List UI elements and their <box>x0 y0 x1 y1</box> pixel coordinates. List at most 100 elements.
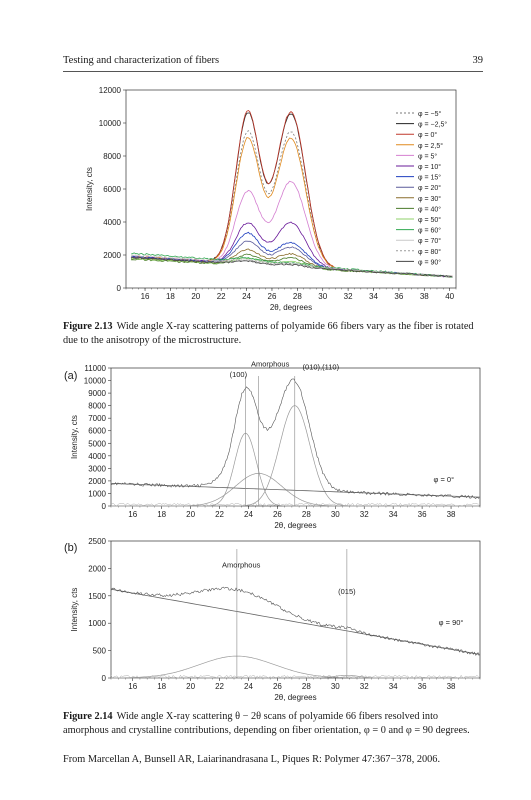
fig214b-y-tick-label: 2500 <box>88 537 106 546</box>
fig213-x-tick-label: 26 <box>268 292 277 301</box>
fig213-series-line <box>130 130 453 278</box>
fig214a-x-tick-label: 24 <box>244 510 253 519</box>
fig214a-annotation: (100) <box>230 370 248 379</box>
fig214a-baseline-line <box>110 483 481 498</box>
page-number: 39 <box>472 55 484 66</box>
fig213-legend-label: φ = 30° <box>418 195 441 203</box>
fig214a-x-tick-label: 18 <box>157 510 166 519</box>
fig214b-x-tick-label: 26 <box>273 682 282 691</box>
fig213-series-line <box>131 257 453 278</box>
fig214b-x-tick-label: 34 <box>389 682 398 691</box>
fig214a-y-tick-label: 11000 <box>84 364 106 373</box>
fig214b-panel-label: (b) <box>64 542 77 554</box>
fig214a-x-tick-label: 32 <box>360 510 369 519</box>
fig214a-x-tick-label: 28 <box>302 510 311 519</box>
fig214b-x-tick-label: 38 <box>447 682 456 691</box>
fig214a-x-tick-label: 38 <box>447 510 456 519</box>
figure-2-14-caption-label: Figure 2.14 <box>63 711 113 722</box>
fig214b-annotation: Amorphous <box>222 560 261 569</box>
fig214a-y-tick-label: 6000 <box>88 427 106 436</box>
fig213-legend-label: φ = 80° <box>418 248 441 256</box>
fig213-legend-label: φ = 10° <box>418 163 441 171</box>
fig214b-x-tick-label: 36 <box>418 682 427 691</box>
fig214a-annotation: Amorphous <box>251 360 290 369</box>
fig214b-annotation: φ = 90° <box>439 618 464 627</box>
fig213-legend-label: φ = 90° <box>418 258 441 266</box>
fig214a-measured-curve <box>110 378 480 500</box>
figure-2-13-caption-label: Figure 2.13 <box>63 321 113 332</box>
fig213-series-line <box>130 112 453 278</box>
fig213-y-tick-label: 6000 <box>103 185 121 194</box>
running-head: Testing and characterization of fibers 3… <box>63 55 483 66</box>
fig213-series-line <box>130 256 453 278</box>
fig214b-x-tick-label: 18 <box>157 682 166 691</box>
fig214b-y-axis-label: Intensity, cts <box>70 588 79 632</box>
fig213-x-tick-label: 18 <box>166 292 175 301</box>
fig213-x-tick-label: 20 <box>191 292 200 301</box>
fig213-x-tick-label: 16 <box>141 292 150 301</box>
fig213-series-line <box>130 110 453 278</box>
fig214a-y-tick-label: 5000 <box>88 439 106 448</box>
fig213-y-tick-label: 10000 <box>99 119 122 128</box>
fig213-legend-label: φ = −2,5° <box>418 121 447 129</box>
fig214a-x-tick-label: 34 <box>389 510 398 519</box>
fig214a-x-tick-label: 16 <box>128 510 137 519</box>
fig213-series-line <box>130 221 453 278</box>
fig214b-annotation: (015) <box>338 587 356 596</box>
fig213-y-tick-label: 8000 <box>103 152 121 161</box>
fig214b-x-tick-label: 24 <box>244 682 253 691</box>
fig213-x-tick-label: 38 <box>420 292 429 301</box>
figure-2-14-caption: Figure 2.14 Wide angle X-ray scattering θ… <box>63 710 483 738</box>
fig213-x-tick-label: 24 <box>242 292 251 301</box>
fig213-series-line <box>130 240 453 278</box>
fig214a-plot-group: 16 18 20 22 24 26 28 30 32 34 36 38 0 1000 2000 3000 400… <box>64 360 481 530</box>
fig214a-x-tick-label: 22 <box>215 510 224 519</box>
fig213-plot-group: 16 18 20 22 24 26 28 30 32 34 36 38 40 0 2000 4000 6000 8… <box>85 86 457 312</box>
fig214b-baseline-line <box>110 588 481 655</box>
fig214b-x-tick-label: 32 <box>360 682 369 691</box>
fig214b-plot-group: 16 18 20 22 24 26 28 30 32 34 36 38 0 500 1000 1500 2000… <box>64 537 481 702</box>
fig214a-y-tick-label: 1000 <box>88 489 106 498</box>
fig213-series-line <box>130 255 453 278</box>
fig214b-residual-curve <box>110 674 479 679</box>
fig214b-x-tick-label: 28 <box>302 682 311 691</box>
running-head-title: Testing and characterization of fibers <box>63 55 220 66</box>
figure-2-13-caption-text: Wide angle X-ray scattering patterns of … <box>63 321 474 346</box>
figure-2-14-source: From Marcellan A, Bunsell AR, Laiarinand… <box>63 754 441 765</box>
fig213-legend-label: φ = 15° <box>418 174 441 182</box>
fig214b-plot-frame <box>110 540 481 679</box>
fig213-legend-label: φ = 40° <box>418 205 441 213</box>
fig213-x-tick-label: 34 <box>369 292 378 301</box>
fig214b-measured-curve <box>110 586 480 656</box>
fig214a-y-tick-label: 0 <box>102 502 107 511</box>
figure-2-13-caption: Figure 2.13 Wide angle X-ray scattering p… <box>63 320 483 348</box>
fig213-x-tick-label: 28 <box>293 292 302 301</box>
fig214a-y-tick-label: 2000 <box>88 477 106 486</box>
fig214a-y-tick-label: 4000 <box>88 452 106 461</box>
fig213-legend-label: φ = 70° <box>418 237 441 245</box>
fig213-series-line <box>130 137 453 278</box>
fig214a-x-tick-label: 30 <box>331 510 340 519</box>
fig213-legend-label: φ = 0° <box>418 131 437 139</box>
fig213-x-tick-label: 36 <box>394 292 403 301</box>
fig214b-x-tick-label: 20 <box>186 682 195 691</box>
fig213-legend-label: φ = 5° <box>418 152 437 160</box>
fig213-y-tick-label: 0 <box>117 284 122 293</box>
fig214a-x-tick-label: 20 <box>186 510 195 519</box>
fig214a-y-tick-label: 3000 <box>88 464 106 473</box>
fig214b-component-peak <box>111 674 479 679</box>
fig213-legend-label: φ = 20° <box>418 184 441 192</box>
fig213-plot-frame <box>125 89 457 289</box>
fig214b-y-tick-label: 500 <box>93 647 107 656</box>
fig214a-x-axis-label: 2θ, degrees <box>274 521 316 530</box>
fig213-x-tick-label: 30 <box>318 292 327 301</box>
fig214a-y-tick-label: 8000 <box>88 402 106 411</box>
fig214a-annotation: (010),(110) <box>303 362 340 371</box>
fig214b-y-tick-label: 0 <box>102 674 107 683</box>
fig213-y-tick-label: 12000 <box>99 86 122 95</box>
fig214a-x-tick-label: 36 <box>418 510 427 519</box>
fig213-legend-label: φ = 50° <box>418 216 441 224</box>
fig213-legend-label: φ = −5° <box>418 110 441 118</box>
fig213-x-tick-label: 22 <box>217 292 226 301</box>
fig214b-x-axis-label: 2θ, degrees <box>274 693 316 702</box>
